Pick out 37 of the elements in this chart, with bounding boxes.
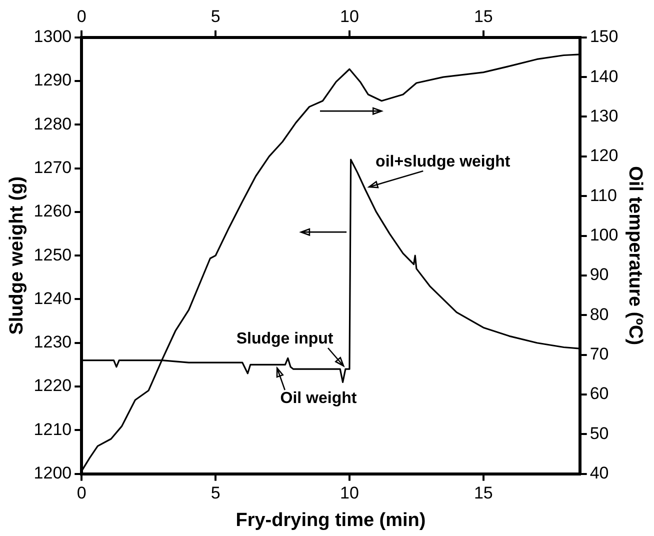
x-tick-label: 5	[210, 484, 220, 503]
y2-tick-label: 110	[590, 186, 617, 205]
y2-tick-label: 50	[590, 424, 609, 443]
y2-tick-label: 60	[590, 384, 609, 404]
y2-tick-label: 130	[590, 106, 618, 126]
y2-tick-label: 90	[590, 265, 609, 284]
y-tick-label: 1280	[34, 114, 72, 134]
x-axis-title: Fry-drying time (min)	[236, 510, 426, 531]
x2-tick-label: 15	[474, 6, 493, 26]
y-tick-label: 1230	[34, 332, 72, 352]
x-tick-label: 10	[340, 484, 359, 503]
x-tick-label: 0	[76, 484, 86, 503]
x2-tick-label: 0	[76, 6, 86, 26]
y2-axis-title: Oil temperature (ºC)	[624, 166, 646, 346]
y2-tick-label: 100	[590, 225, 618, 244]
y2-tick-label: 140	[590, 66, 618, 86]
x-tick-label: 15	[474, 484, 493, 503]
y2-tick-label: 70	[590, 344, 609, 364]
y2-tick-label: 150	[590, 27, 618, 46]
y-axis-title: Sludge weight (g)	[6, 176, 28, 335]
y-tick-label: 1200	[34, 463, 72, 482]
y-tick-label: 1220	[34, 376, 72, 396]
y-tick-label: 1210	[34, 420, 72, 439]
y-tick-label: 1260	[34, 202, 72, 221]
y2-tick-label: 120	[590, 146, 618, 166]
annotation: Oil weight	[280, 390, 358, 408]
y2-tick-label: 40	[590, 463, 609, 482]
x2-tick-label: 10	[340, 6, 359, 26]
y-tick-label: 1290	[34, 70, 72, 90]
x2-tick-label: 5	[210, 6, 220, 26]
y-tick-label: 1240	[34, 288, 72, 308]
annotation: Sludge input	[236, 330, 334, 348]
annotation: oil+sludge weight	[376, 154, 511, 171]
y2-tick-label: 80	[590, 304, 609, 324]
y-tick-label: 1300	[34, 27, 72, 46]
y-tick-label: 1250	[34, 245, 72, 264]
y-tick-label: 1270	[34, 158, 72, 178]
